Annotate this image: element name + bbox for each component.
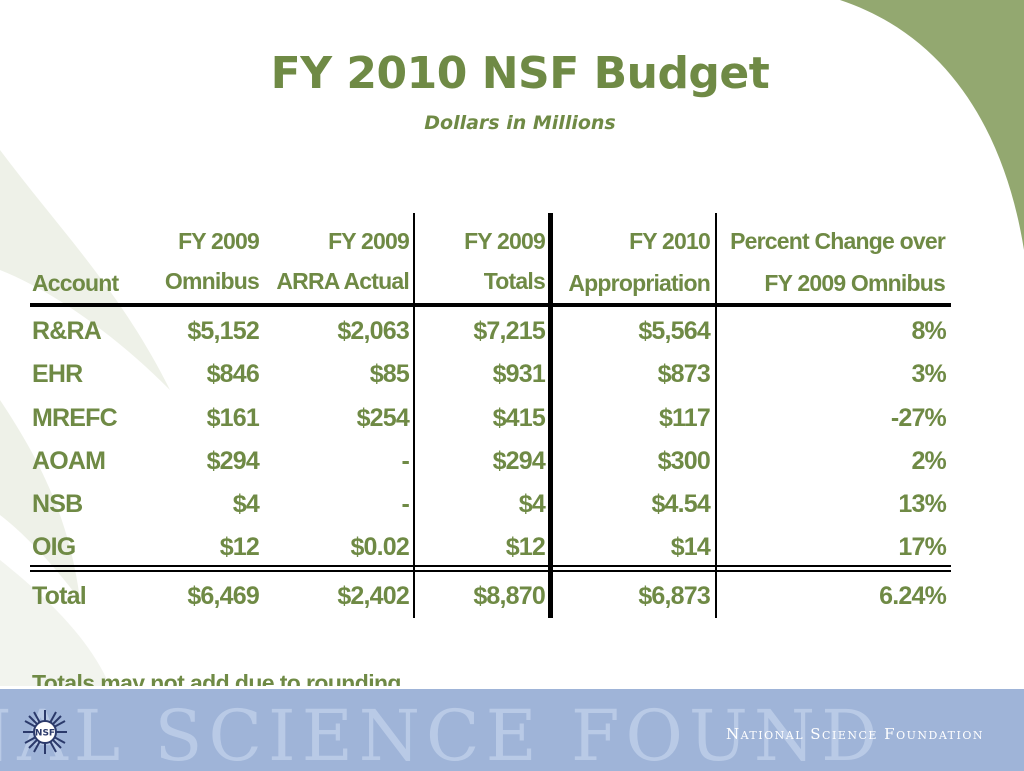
- column-divider: [413, 213, 415, 618]
- slide-title: FY 2010 NSF Budget: [270, 48, 770, 99]
- row-pct: 13%: [898, 490, 946, 518]
- budget-table: Account FY 2009 Omnibus FY 2009 ARRA Act…: [30, 213, 951, 618]
- total-arra: $2,402: [337, 582, 409, 610]
- row-omnibus: $4: [232, 490, 260, 518]
- row-arra: $85: [369, 360, 410, 388]
- header-omnibus-line2: Omnibus: [164, 268, 260, 294]
- row-account: MREFC: [32, 404, 118, 432]
- header-omnibus-line1: FY 2009: [178, 228, 260, 254]
- footer-org-name: National Science Foundation: [725, 725, 984, 743]
- row-account: AOAM: [32, 447, 106, 475]
- row-arra: $0.02: [350, 533, 409, 561]
- total-rule-top: [30, 565, 951, 567]
- row-arra: -: [401, 447, 409, 475]
- row-fy2010: $873: [657, 360, 711, 388]
- header-account: Account: [32, 270, 119, 296]
- row-account: EHR: [32, 360, 83, 388]
- row-fy2010: $4.54: [651, 490, 710, 518]
- column-divider: [715, 213, 717, 618]
- total-account: Total: [32, 582, 87, 610]
- row-account: NSB: [32, 490, 83, 518]
- row-pct: -27%: [890, 404, 947, 432]
- row-arra: $2,063: [337, 317, 409, 345]
- row-totals: $294: [492, 447, 546, 475]
- footer-watermark: NAL SCIENCE FOUND: [0, 695, 884, 771]
- row-omnibus: $846: [206, 360, 260, 388]
- header-pct-line1: Percent Change over: [730, 228, 946, 254]
- header-totals-line2: Totals: [483, 268, 546, 294]
- row-totals: $415: [492, 404, 546, 432]
- row-pct: 17%: [898, 533, 946, 561]
- total-rule-bottom: [30, 570, 951, 572]
- row-fy2010: $14: [670, 533, 711, 561]
- header-fy2010-line2: Appropriation: [568, 270, 710, 296]
- total-pct: 6.24%: [879, 582, 947, 610]
- row-pct: 3%: [911, 360, 946, 388]
- footer-bar: NAL SCIENCE FOUND NSF National Science F…: [0, 686, 1024, 771]
- total-fy2010: $6,873: [638, 582, 710, 610]
- row-pct: 8%: [911, 317, 946, 345]
- row-fy2010: $5,564: [638, 317, 710, 345]
- header-arra-line2: ARRA Actual: [276, 268, 409, 294]
- column-divider-thick: [548, 213, 553, 618]
- total-omnibus: $6,469: [187, 582, 259, 610]
- row-totals: $7,215: [473, 317, 545, 345]
- row-arra: -: [401, 490, 409, 518]
- header-pct-line2: FY 2009 Omnibus: [764, 270, 945, 296]
- row-omnibus: $161: [206, 404, 260, 432]
- logo-text: NSF: [35, 729, 55, 739]
- total-totals: $8,870: [473, 582, 545, 610]
- row-arra: $254: [356, 404, 410, 432]
- header-rule: [30, 303, 951, 307]
- row-omnibus: $5,152: [187, 317, 259, 345]
- row-omnibus: $12: [219, 533, 260, 561]
- header-fy2010-line1: FY 2010: [629, 228, 711, 254]
- row-totals: $931: [492, 360, 546, 388]
- header-arra-line1: FY 2009: [328, 228, 410, 254]
- row-totals: $4: [518, 490, 546, 518]
- header-totals-line1: FY 2009: [464, 228, 546, 254]
- row-fy2010: $300: [657, 447, 711, 475]
- row-totals: $12: [505, 533, 546, 561]
- row-account: OIG: [32, 533, 76, 561]
- slide-subtitle: Dollars in Millions: [424, 112, 616, 134]
- nsf-logo-icon: NSF: [23, 710, 67, 754]
- row-fy2010: $117: [658, 404, 711, 432]
- row-pct: 2%: [911, 447, 946, 475]
- row-omnibus: $294: [206, 447, 260, 475]
- row-account: R&RA: [32, 317, 102, 345]
